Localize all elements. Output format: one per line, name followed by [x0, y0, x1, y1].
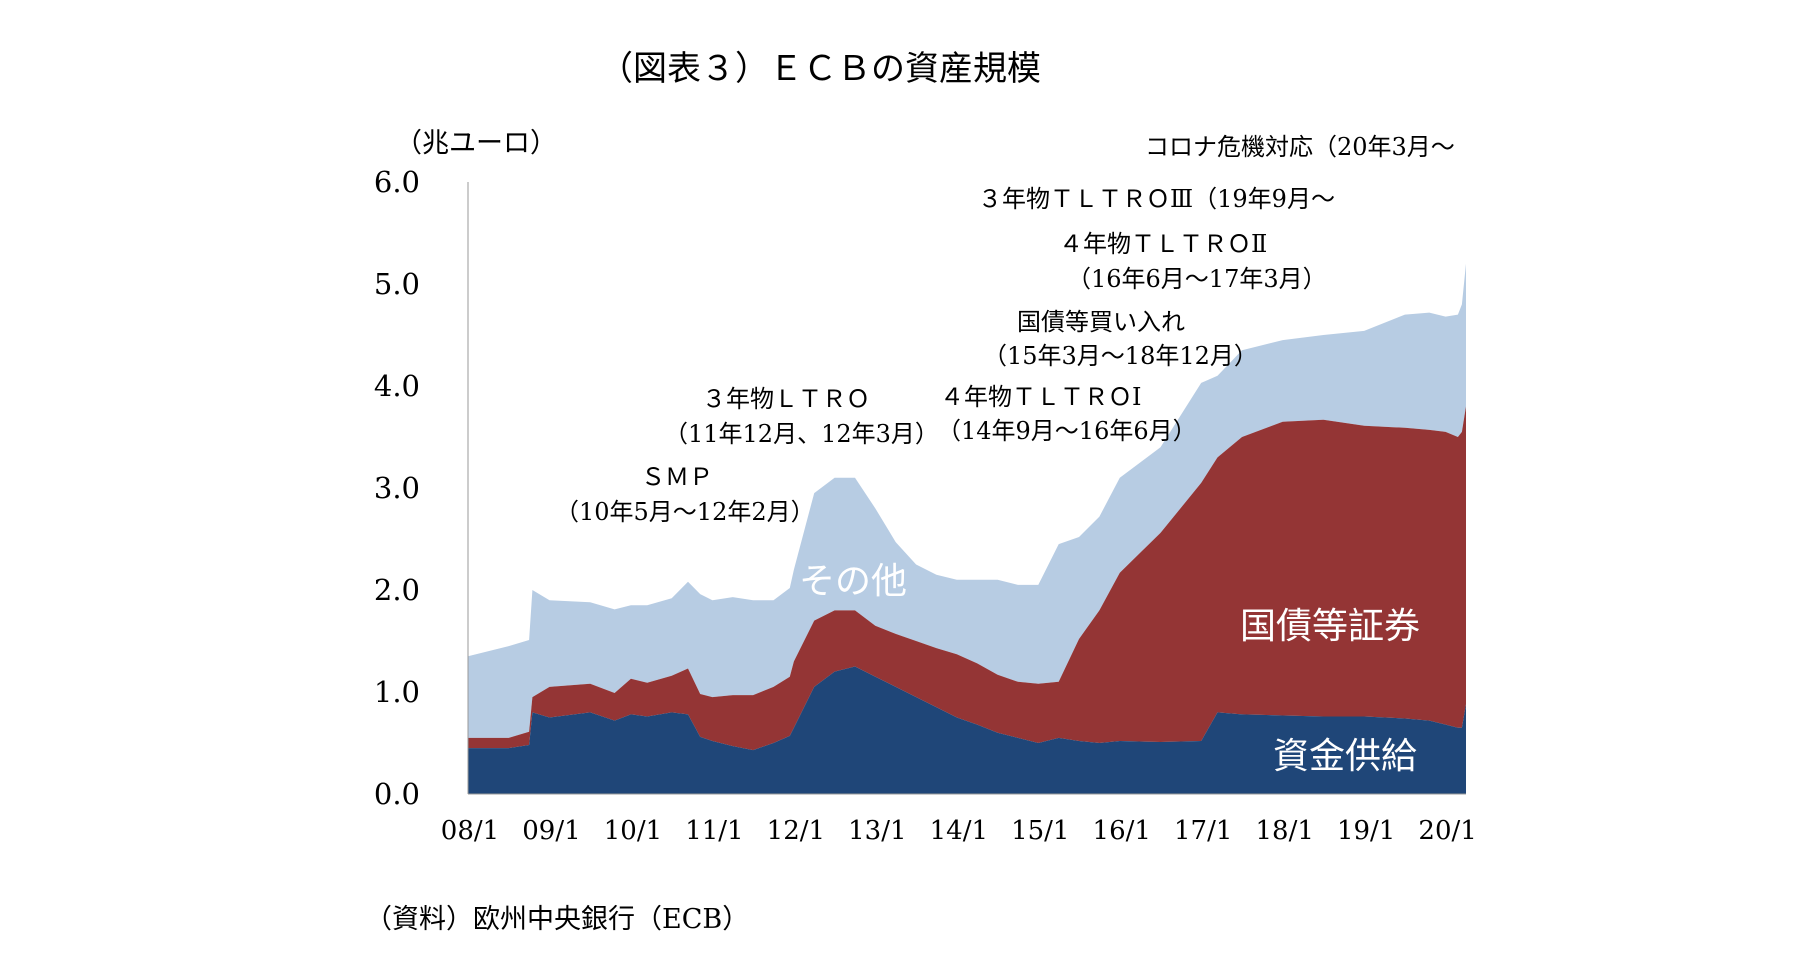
x-tick-label: 09/1: [522, 816, 580, 846]
y-tick-label: 1.0: [374, 675, 420, 709]
area-label-bonds: 国債等証券: [1240, 606, 1420, 647]
x-tick-label: 11/1: [685, 816, 743, 846]
x-tick-label: 12/1: [767, 816, 825, 846]
x-tick-label: 18/1: [1255, 816, 1313, 846]
x-tick-label: 20/1: [1418, 816, 1476, 846]
annotation-tltro2: ４年物ＴＬＴＲＯⅡ: [1059, 230, 1267, 258]
y-tick-label: 0.0: [374, 777, 420, 811]
x-tick-label: 08/1: [441, 816, 499, 846]
y-axis: 0.0 1.0 2.0 3.0 4.0 5.0 6.0: [374, 165, 420, 811]
source-note: （資料）欧州中央銀行（ECB）: [365, 904, 749, 935]
chart-title: （図表３）ＥＣＢの資産規模: [599, 49, 1041, 89]
annotation-corona: コロナ危機対応（20年3月～: [1145, 133, 1455, 161]
plot-areas: [468, 263, 1466, 794]
y-tick-label: 3.0: [374, 471, 420, 505]
annotation-ltro: ３年物ＬＴＲＯ: [702, 385, 870, 413]
annotation-tltro1-period: （14年9月～16年6月）: [937, 417, 1197, 445]
area-funding: [468, 666, 1466, 794]
x-tick-label: 19/1: [1337, 816, 1395, 846]
y-tick-label: 2.0: [374, 573, 420, 607]
y-tick-label: 6.0: [374, 165, 420, 199]
x-tick-label: 17/1: [1174, 816, 1232, 846]
x-tick-label: 13/1: [848, 816, 906, 846]
y-axis-unit-label: （兆ユーロ）: [395, 128, 557, 159]
area-government-bonds: [468, 406, 1466, 751]
x-tick-label: 16/1: [1093, 816, 1151, 846]
annotation-app: 国債等買い入れ: [1017, 308, 1185, 336]
x-tick-label: 14/1: [930, 816, 988, 846]
area-other: [468, 263, 1466, 738]
x-axis: 08/1 09/1 10/1 11/1 12/1 13/1 14/1 15/1 16/1 17/1…: [441, 816, 1477, 846]
annotation-smp: ＳＭＰ: [641, 463, 713, 491]
x-tick-label: 10/1: [604, 816, 662, 846]
annotation-smp-period: （10年5月～12年2月）: [555, 498, 815, 526]
area-label-funding: 資金供給: [1273, 736, 1417, 777]
annotation-app-period: （15年3月～18年12月）: [983, 342, 1258, 370]
y-tick-label: 4.0: [374, 369, 420, 403]
y-tick-label: 5.0: [374, 267, 420, 301]
x-tick-label: 15/1: [1011, 816, 1069, 846]
annotation-tltro3: ３年物ＴＬＴＲＯⅢ（19年9月～: [978, 185, 1335, 213]
area-label-other: その他: [799, 561, 907, 602]
annotation-ltro-period: （11年12月、12年3月）: [664, 420, 939, 448]
annotation-tltro1: ４年物ＴＬＴＲＯⅠ: [940, 383, 1141, 411]
annotation-tltro2-period: （16年6月～17年3月）: [1067, 265, 1327, 293]
